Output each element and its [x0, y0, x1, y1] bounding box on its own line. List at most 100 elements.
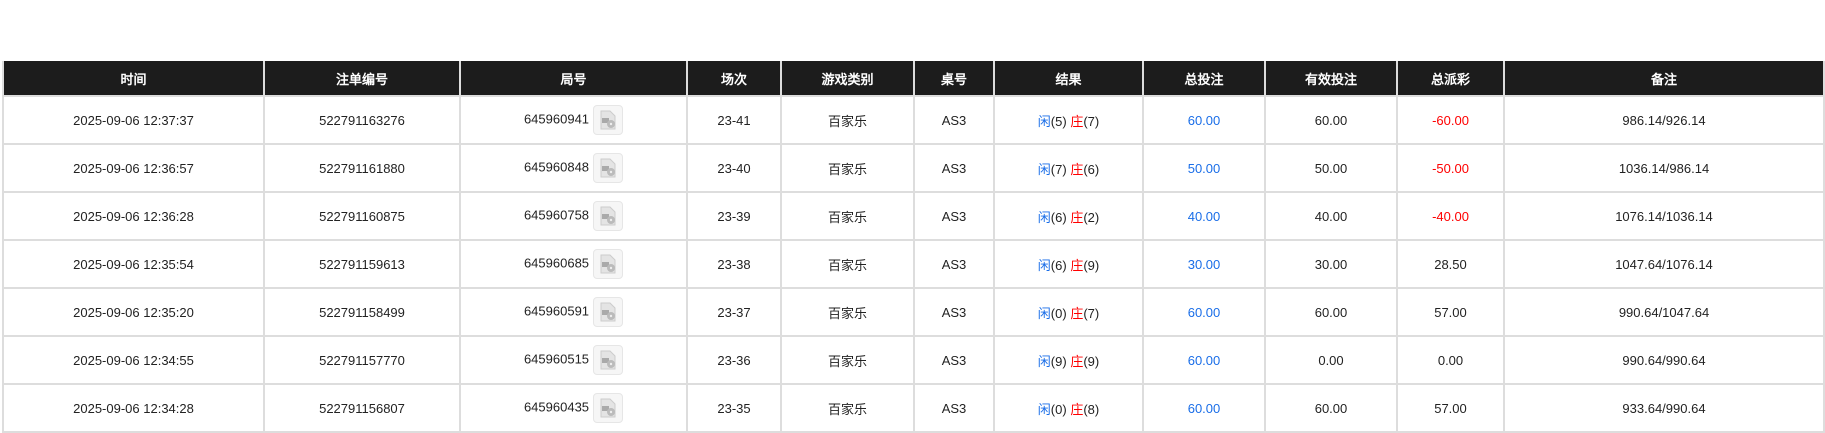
cell-round: 645960515	[459, 335, 688, 385]
video-replay-icon[interactable]	[593, 297, 624, 327]
cell-valid-bet: 60.00	[1264, 95, 1398, 145]
cell-bet-id: 522791156807	[263, 383, 461, 433]
round-number: 645960758	[523, 207, 590, 223]
cell-note: 933.64/990.64	[1503, 383, 1825, 433]
cell-game-type: 百家乐	[780, 191, 915, 241]
cell-table-no: AS3	[913, 335, 995, 385]
cell-valid-bet: 50.00	[1264, 143, 1398, 193]
table-row: 2025-09-06 12:34:28 522791156807 6459604…	[2, 383, 1825, 433]
column-header-time: 时间	[2, 61, 265, 96]
banker-score: (7)	[1083, 305, 1100, 321]
round-number: 645960848	[523, 159, 590, 175]
player-score: (5)	[1050, 113, 1067, 129]
banker-label: 庄	[1070, 353, 1084, 369]
video-replay-icon[interactable]	[593, 345, 624, 375]
cell-table-no: AS3	[913, 143, 995, 193]
cell-game-type: 百家乐	[780, 383, 915, 433]
table-row: 2025-09-06 12:35:20 522791158499 6459605…	[2, 287, 1825, 337]
cell-total-bet: 60.00	[1142, 95, 1266, 145]
cell-result: 闲(9) 庄(9)	[993, 335, 1144, 385]
player-label: 闲	[1037, 209, 1051, 225]
cell-session: 23-40	[686, 143, 782, 193]
cell-result: 闲(7) 庄(6)	[993, 143, 1144, 193]
table-row: 2025-09-06 12:34:55 522791157770 6459605…	[2, 335, 1825, 385]
cell-result: 闲(0) 庄(7)	[993, 287, 1144, 337]
table-header: 时间 注单编号 局号 场次 游戏类别 桌号 结果 总投注 有效投注 总派彩 备注	[2, 61, 1825, 96]
column-header-valid-bet: 有效投注	[1264, 61, 1398, 96]
cell-game-type: 百家乐	[780, 239, 915, 289]
cell-note: 990.64/1047.64	[1503, 287, 1825, 337]
cell-bet-id: 522791163276	[263, 95, 461, 145]
player-score: (9)	[1050, 353, 1067, 369]
cell-bet-id: 522791157770	[263, 335, 461, 385]
video-replay-icon[interactable]	[593, 105, 624, 135]
table-row: 2025-09-06 12:36:57 522791161880 6459608…	[2, 143, 1825, 193]
cell-session: 23-36	[686, 335, 782, 385]
cell-result: 闲(5) 庄(7)	[993, 95, 1144, 145]
cell-valid-bet: 60.00	[1264, 383, 1398, 433]
video-replay-icon[interactable]	[593, 393, 624, 423]
column-header-payout: 总派彩	[1396, 61, 1505, 96]
player-score: (6)	[1050, 257, 1067, 273]
column-header-table-no: 桌号	[913, 61, 995, 96]
cell-game-type: 百家乐	[780, 95, 915, 145]
cell-payout: 0.00	[1396, 335, 1505, 385]
player-score: (7)	[1050, 161, 1067, 177]
round-number: 645960435	[523, 399, 590, 415]
cell-payout: -60.00	[1396, 95, 1505, 145]
column-header-total-bet: 总投注	[1142, 61, 1266, 96]
cell-payout: -50.00	[1396, 143, 1505, 193]
player-score: (0)	[1050, 401, 1067, 417]
cell-note: 1036.14/986.14	[1503, 143, 1825, 193]
player-label: 闲	[1037, 401, 1051, 417]
cell-table-no: AS3	[913, 239, 995, 289]
player-label: 闲	[1037, 161, 1051, 177]
banker-score: (2)	[1083, 209, 1100, 225]
cell-bet-id: 522791159613	[263, 239, 461, 289]
banker-label: 庄	[1070, 209, 1084, 225]
player-label: 闲	[1037, 113, 1051, 129]
banker-label: 庄	[1070, 257, 1084, 273]
banker-score: (9)	[1083, 257, 1100, 273]
banker-score: (9)	[1083, 353, 1100, 369]
banker-label: 庄	[1070, 305, 1084, 321]
cell-note: 1076.14/1036.14	[1503, 191, 1825, 241]
cell-round: 645960685	[459, 239, 688, 289]
player-label: 闲	[1037, 305, 1051, 321]
player-label: 闲	[1037, 353, 1051, 369]
column-header-round: 局号	[459, 61, 688, 96]
cell-round: 645960435	[459, 383, 688, 433]
video-replay-icon[interactable]	[593, 201, 624, 231]
cell-time: 2025-09-06 12:35:54	[2, 239, 265, 289]
round-number: 645960591	[523, 303, 590, 319]
banker-label: 庄	[1070, 401, 1084, 417]
cell-note: 1047.64/1076.14	[1503, 239, 1825, 289]
cell-valid-bet: 30.00	[1264, 239, 1398, 289]
cell-game-type: 百家乐	[780, 335, 915, 385]
video-replay-icon[interactable]	[593, 249, 624, 279]
table-row: 2025-09-06 12:35:54 522791159613 6459606…	[2, 239, 1825, 289]
cell-result: 闲(6) 庄(2)	[993, 191, 1144, 241]
bet-history-table: 时间 注单编号 局号 场次 游戏类别 桌号 结果 总投注 有效投注 总派彩 备注 2025-09-0…	[2, 61, 1825, 433]
cell-total-bet: 30.00	[1142, 239, 1266, 289]
cell-session: 23-39	[686, 191, 782, 241]
cell-total-bet: 60.00	[1142, 335, 1266, 385]
column-header-session: 场次	[686, 61, 782, 96]
cell-round: 645960941	[459, 95, 688, 145]
cell-table-no: AS3	[913, 383, 995, 433]
table-row: 2025-09-06 12:37:37 522791163276 6459609…	[2, 95, 1825, 145]
player-label: 闲	[1037, 257, 1051, 273]
cell-note: 990.64/990.64	[1503, 335, 1825, 385]
cell-payout: 57.00	[1396, 383, 1505, 433]
cell-payout: 28.50	[1396, 239, 1505, 289]
player-score: (0)	[1050, 305, 1067, 321]
video-replay-icon[interactable]	[593, 153, 624, 183]
cell-note: 986.14/926.14	[1503, 95, 1825, 145]
cell-time: 2025-09-06 12:35:20	[2, 287, 265, 337]
cell-time: 2025-09-06 12:37:37	[2, 95, 265, 145]
cell-table-no: AS3	[913, 191, 995, 241]
table-row: 2025-09-06 12:36:28 522791160875 6459607…	[2, 191, 1825, 241]
banker-score: (7)	[1083, 113, 1100, 129]
banker-score: (6)	[1083, 161, 1100, 177]
cell-table-no: AS3	[913, 287, 995, 337]
